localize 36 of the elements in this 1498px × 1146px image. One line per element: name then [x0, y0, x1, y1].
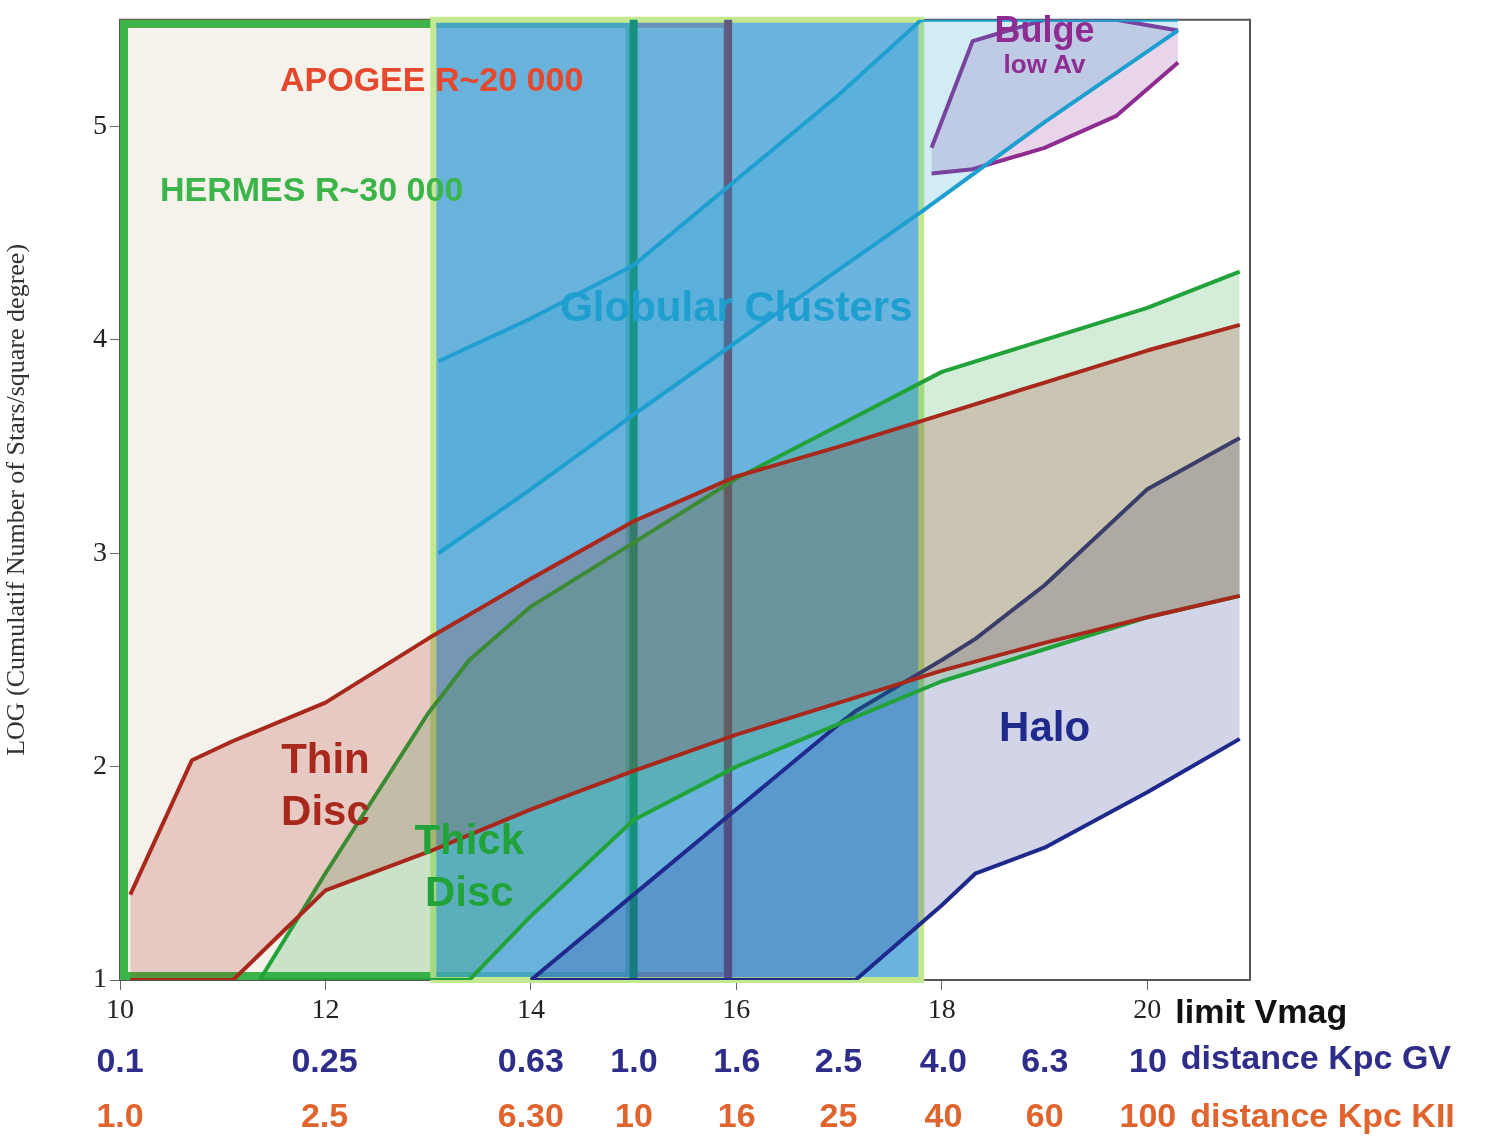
text: 16 — [717, 1096, 756, 1135]
text: 1.0 — [96, 1096, 144, 1135]
x-tick-label: 14 — [516, 993, 545, 1025]
band-label: APOGEE R~20 000 — [280, 60, 584, 99]
series-label: Halo — [999, 703, 1091, 751]
text: 40 — [924, 1096, 963, 1135]
x2-tick-label: 1.0 — [610, 1040, 658, 1079]
y-axis-title: LOG (Cumulatif Number of Stars/square degree) — [1, 243, 31, 756]
x2-tick-label: 1.6 — [713, 1040, 761, 1079]
x-tick-label: 18 — [927, 993, 956, 1025]
x2-tick-label: 2.5 — [814, 1040, 863, 1079]
y-tick-label: 4 — [93, 322, 107, 354]
text: 10 — [615, 1096, 653, 1135]
x-tick-label: 12 — [311, 993, 340, 1025]
text: 100 — [1119, 1096, 1177, 1135]
x-tick-label: 10 — [106, 993, 134, 1025]
text: 25 — [819, 1096, 858, 1135]
text: 2.5 — [300, 1096, 349, 1135]
x2-tick-label: 10 — [1128, 1040, 1167, 1079]
x2-tick-label: 0.63 — [497, 1040, 564, 1079]
y-tick-label: 3 — [93, 535, 107, 567]
x-tick-label: 20 — [1133, 993, 1162, 1025]
y-tick-label: 5 — [93, 108, 107, 140]
text: 6.30 — [497, 1096, 564, 1135]
x2-tick-label: 4.0 — [919, 1040, 968, 1079]
x-axis-title: limit Vmag — [1175, 992, 1348, 1031]
text: 60 — [1025, 1096, 1064, 1135]
x2-axis-title: distance Kpc GV — [1180, 1038, 1452, 1077]
x2-tick-label: 6.3 — [1021, 1040, 1069, 1079]
x2-tick-label: 0.1 — [96, 1040, 144, 1079]
y-tick-label: 1 — [93, 962, 107, 994]
y-tick-label: 2 — [93, 748, 107, 780]
x-tick-label: 16 — [722, 993, 751, 1025]
series-label: Bulge low Av — [994, 8, 1095, 79]
x2-tick-label: 0.25 — [291, 1040, 358, 1079]
text: distance Kpc KII — [1190, 1096, 1455, 1135]
